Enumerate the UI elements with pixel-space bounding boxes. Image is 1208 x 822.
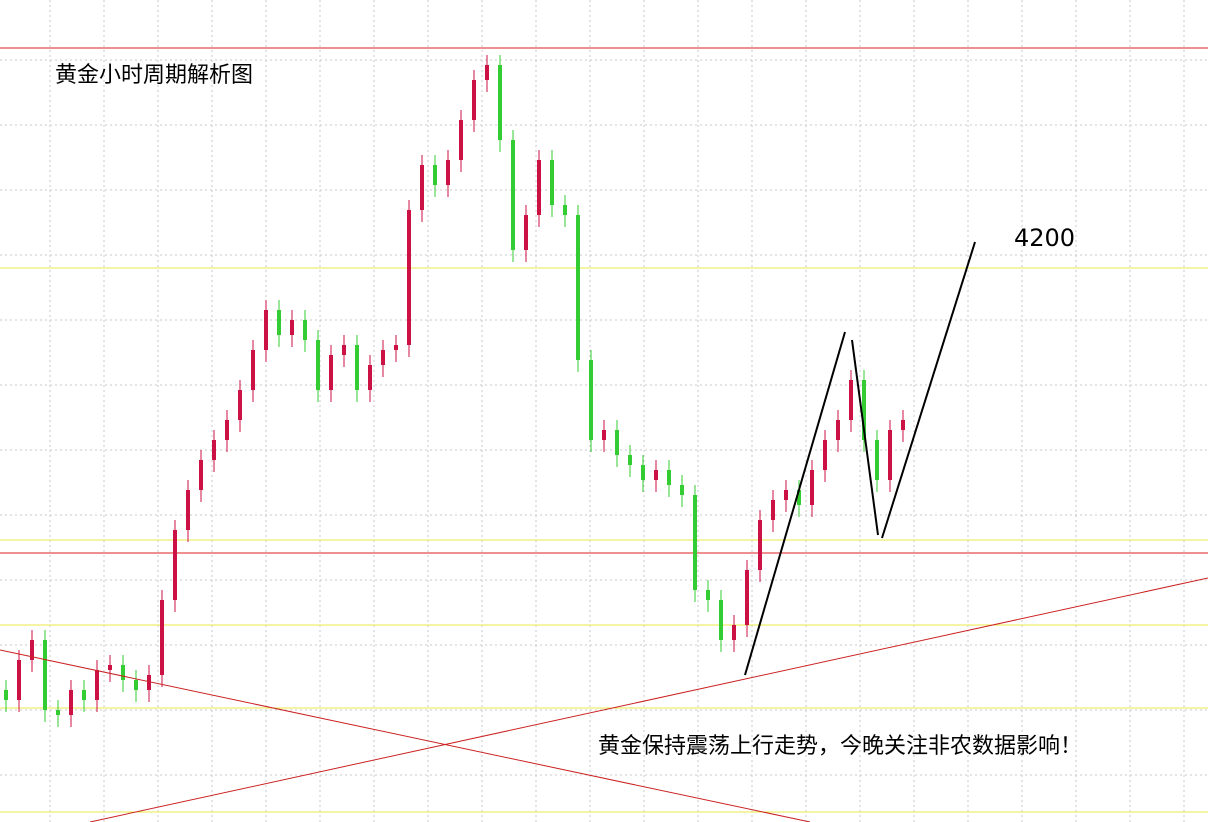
candle-body bbox=[537, 160, 541, 215]
annotation: 4200 bbox=[1014, 224, 1075, 252]
candle-body bbox=[836, 420, 840, 440]
candle-body bbox=[810, 470, 814, 505]
candle-body bbox=[329, 355, 333, 390]
candle-body bbox=[654, 470, 658, 480]
candle-body bbox=[95, 670, 99, 700]
candle-body bbox=[797, 490, 801, 505]
candle-body bbox=[56, 710, 60, 715]
candle-body bbox=[602, 430, 606, 440]
trend-line bbox=[0, 649, 811, 822]
candle-body bbox=[212, 440, 216, 460]
candle-body bbox=[589, 360, 593, 440]
candle-body bbox=[706, 590, 710, 600]
chart-title: 黄金小时周期解析图 bbox=[55, 63, 253, 88]
candle-body bbox=[407, 210, 411, 345]
candle-body bbox=[849, 380, 853, 420]
candle-body bbox=[758, 520, 762, 570]
candle-body bbox=[576, 215, 580, 360]
candle-body bbox=[498, 65, 502, 140]
candle-body bbox=[381, 350, 385, 365]
candle-body bbox=[524, 215, 528, 250]
candle-body bbox=[459, 120, 463, 160]
candle-body bbox=[134, 680, 138, 690]
annotation: 黄金保持震荡上行走势，今晚关注非农数据影响！ bbox=[598, 734, 1082, 759]
candles bbox=[4, 55, 905, 727]
candle-body bbox=[693, 495, 697, 590]
candle-body bbox=[4, 690, 8, 700]
candle-body bbox=[251, 350, 255, 390]
candle-body bbox=[563, 205, 567, 215]
candle-body bbox=[69, 690, 73, 715]
candle-body bbox=[732, 625, 736, 640]
candle-body bbox=[875, 440, 879, 480]
candle-body bbox=[784, 490, 788, 500]
candle-body bbox=[264, 310, 268, 350]
candle-body bbox=[511, 140, 515, 250]
candle-body bbox=[433, 165, 437, 185]
candle-body bbox=[901, 420, 905, 430]
candle-body bbox=[771, 500, 775, 520]
candle-body bbox=[680, 485, 684, 495]
candle-body bbox=[550, 160, 554, 205]
candle-body bbox=[615, 430, 619, 455]
candle-body bbox=[199, 460, 203, 490]
candle-body bbox=[82, 690, 86, 700]
candle-body bbox=[303, 320, 307, 340]
candle-body bbox=[485, 65, 489, 80]
candle-body bbox=[446, 160, 450, 185]
drawn-line bbox=[744, 331, 846, 676]
candle-body bbox=[121, 665, 125, 680]
candle-body bbox=[147, 675, 151, 690]
candle-body bbox=[225, 420, 229, 440]
candle-body bbox=[316, 340, 320, 390]
candle-body bbox=[745, 570, 749, 625]
candle-body bbox=[43, 640, 47, 710]
candle-body bbox=[277, 310, 281, 335]
candle-body bbox=[628, 455, 632, 465]
candle-body bbox=[823, 440, 827, 470]
candle-body bbox=[355, 345, 359, 390]
candle-body bbox=[173, 530, 177, 600]
candle-body bbox=[238, 390, 242, 420]
candle-body bbox=[160, 600, 164, 675]
candle-body bbox=[368, 365, 372, 390]
candle-body bbox=[342, 345, 346, 355]
trend-line bbox=[89, 577, 1208, 822]
candle-body bbox=[472, 80, 476, 120]
candle-body bbox=[667, 470, 671, 485]
candle-body bbox=[186, 490, 190, 530]
candle-body bbox=[420, 165, 424, 210]
candle-body bbox=[17, 660, 21, 700]
candle-body bbox=[394, 345, 398, 350]
drawn-line bbox=[851, 339, 879, 536]
candle-body bbox=[30, 640, 34, 660]
candle-body bbox=[290, 320, 294, 335]
reference-lines bbox=[0, 47, 1208, 813]
candle-body bbox=[862, 380, 866, 440]
candle-body bbox=[719, 600, 723, 640]
candle-body bbox=[108, 665, 112, 670]
drawn-line bbox=[881, 241, 976, 539]
candle-body bbox=[641, 465, 645, 480]
candle-body bbox=[888, 430, 892, 480]
